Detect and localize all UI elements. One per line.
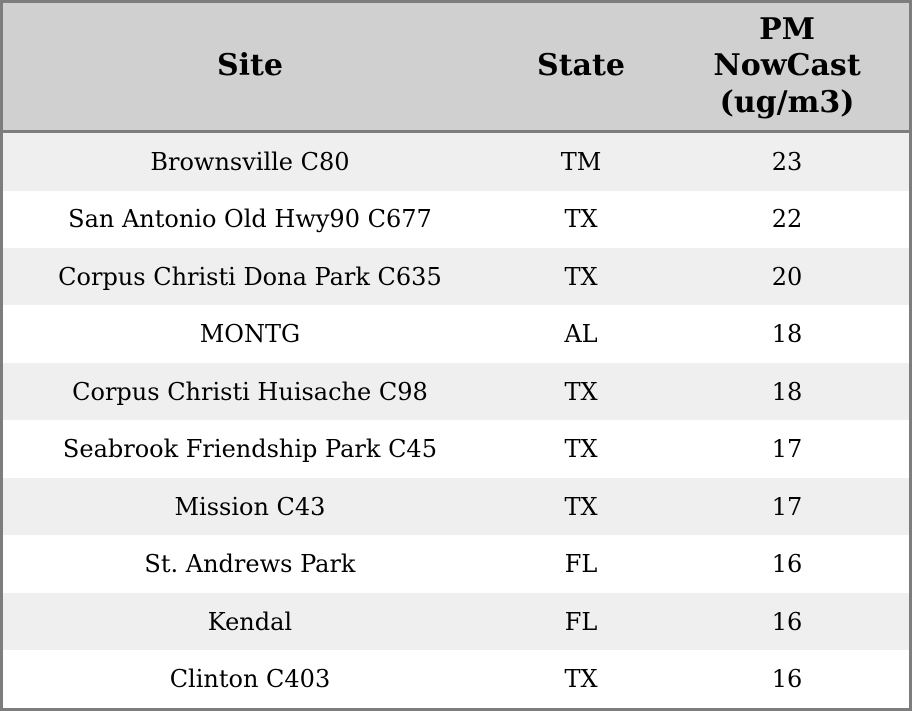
state-cell: TX [496,420,666,478]
state-cell: TX [496,190,666,248]
header-row: Site State PM NowCast (ug/m3) [1,1,911,133]
site-cell: San Antonio Old Hwy90 C677 [1,190,497,248]
pm-cell: 17 [665,477,911,536]
state-cell: TM [496,131,666,191]
table-row: Kendal FL 16 [1,592,911,651]
table-row: Brownsville C80 TM 23 [1,131,911,191]
state-cell: TX [496,650,666,710]
site-cell: Kendal [1,592,497,651]
table-row: Corpus Christi Huisache C98 TX 18 [1,362,911,421]
table-body: Brownsville C80 TM 23 San Antonio Old Hwy90… [1,131,911,710]
pm-cell: 16 [665,535,911,593]
column-header-pm-nowcast: PM NowCast (ug/m3) [665,1,911,133]
state-cell: TX [496,247,666,306]
table-row: San Antonio Old Hwy90 C677 TX 22 [1,190,911,248]
column-header-site: Site [1,1,497,133]
site-cell: Seabrook Friendship Park C45 [1,420,497,478]
pm-cell: 18 [665,362,911,421]
site-cell: Corpus Christi Dona Park C635 [1,247,497,306]
site-cell: Clinton C403 [1,650,497,710]
state-cell: FL [496,592,666,651]
state-cell: TX [496,362,666,421]
table-row: MONTG AL 18 [1,305,911,363]
table-row: Clinton C403 TX 16 [1,650,911,710]
pm-cell: 23 [665,131,911,191]
column-header-state: State [496,1,666,133]
table-row: Seabrook Friendship Park C45 TX 17 [1,420,911,478]
state-cell: AL [496,305,666,363]
table-header: Site State PM NowCast (ug/m3) [1,1,911,133]
state-cell: TX [496,477,666,536]
site-cell: St. Andrews Park [1,535,497,593]
site-cell: MONTG [1,305,497,363]
state-cell: FL [496,535,666,593]
site-cell: Corpus Christi Huisache C98 [1,362,497,421]
table-row: St. Andrews Park FL 16 [1,535,911,593]
pm-cell: 17 [665,420,911,478]
pm-cell: 16 [665,650,911,710]
table-row: Corpus Christi Dona Park C635 TX 20 [1,247,911,306]
table-row: Mission C43 TX 17 [1,477,911,536]
pm-cell: 18 [665,305,911,363]
pm-cell: 22 [665,190,911,248]
pm-cell: 20 [665,247,911,306]
site-cell: Mission C43 [1,477,497,536]
pm-cell: 16 [665,592,911,651]
site-cell: Brownsville C80 [1,131,497,191]
